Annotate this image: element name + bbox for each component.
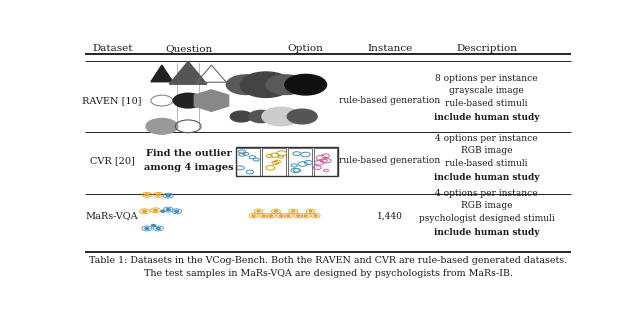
Circle shape	[156, 227, 161, 229]
Text: rule-based generation: rule-based generation	[339, 156, 440, 165]
Text: include human study: include human study	[434, 228, 540, 237]
Circle shape	[240, 72, 292, 97]
Bar	[314, 148, 337, 176]
Text: Description: Description	[456, 44, 517, 53]
Circle shape	[292, 211, 295, 212]
Text: 8 options per instance: 8 options per instance	[435, 74, 538, 83]
Circle shape	[227, 75, 266, 94]
Text: psychologist designed stimuli: psychologist designed stimuli	[419, 214, 555, 223]
Text: Question: Question	[166, 44, 212, 53]
Circle shape	[166, 209, 170, 211]
Circle shape	[287, 215, 290, 217]
Circle shape	[173, 93, 203, 108]
Text: Instance: Instance	[367, 44, 413, 53]
Circle shape	[146, 119, 178, 134]
Circle shape	[262, 107, 300, 126]
Circle shape	[280, 215, 282, 217]
Text: RGB image: RGB image	[461, 146, 513, 155]
Polygon shape	[169, 61, 207, 84]
Circle shape	[248, 110, 273, 123]
Bar	[236, 148, 260, 176]
Circle shape	[262, 215, 265, 217]
Text: Find the outlier
among 4 images: Find the outlier among 4 images	[144, 149, 234, 172]
Circle shape	[166, 195, 170, 197]
Text: RAVEN [10]: RAVEN [10]	[83, 96, 142, 105]
Text: CVR [20]: CVR [20]	[90, 156, 134, 165]
Bar	[262, 148, 286, 176]
Bar	[288, 148, 312, 176]
Text: 4 options per instance: 4 options per instance	[435, 134, 538, 143]
Circle shape	[266, 75, 306, 94]
Circle shape	[309, 211, 312, 212]
Circle shape	[314, 215, 317, 217]
Circle shape	[145, 227, 149, 229]
Text: grayscale image: grayscale image	[449, 86, 524, 95]
Polygon shape	[195, 90, 228, 111]
Text: rule-based generation: rule-based generation	[339, 96, 440, 105]
Circle shape	[175, 210, 179, 212]
Circle shape	[161, 210, 165, 212]
Circle shape	[230, 111, 252, 122]
Circle shape	[145, 194, 149, 196]
Text: Table 1: Datasets in the VCog-Bench. Both the RAVEN and CVR are rule-based gener: Table 1: Datasets in the VCog-Bench. Bot…	[89, 256, 567, 278]
Circle shape	[269, 215, 273, 217]
Text: RGB image: RGB image	[461, 201, 513, 211]
Text: MaRs-VQA: MaRs-VQA	[86, 211, 138, 220]
Text: 4 options per instance: 4 options per instance	[435, 189, 538, 198]
Circle shape	[143, 210, 147, 212]
Circle shape	[156, 194, 161, 196]
Circle shape	[287, 109, 317, 124]
Circle shape	[154, 209, 157, 211]
Text: include human study: include human study	[434, 113, 540, 122]
Circle shape	[304, 215, 307, 217]
Text: rule-based stimuli: rule-based stimuli	[445, 99, 528, 107]
Text: rule-based stimuli: rule-based stimuli	[445, 159, 528, 168]
Circle shape	[152, 225, 156, 226]
Text: Option: Option	[288, 44, 324, 53]
Bar	[236, 147, 338, 176]
Text: include human study: include human study	[434, 173, 540, 182]
Polygon shape	[151, 65, 173, 82]
Circle shape	[257, 211, 260, 212]
Circle shape	[275, 211, 277, 212]
Circle shape	[285, 74, 326, 95]
Circle shape	[252, 215, 255, 217]
Circle shape	[297, 215, 300, 217]
Text: 1,440: 1,440	[377, 211, 403, 220]
Text: Dataset: Dataset	[92, 44, 132, 53]
